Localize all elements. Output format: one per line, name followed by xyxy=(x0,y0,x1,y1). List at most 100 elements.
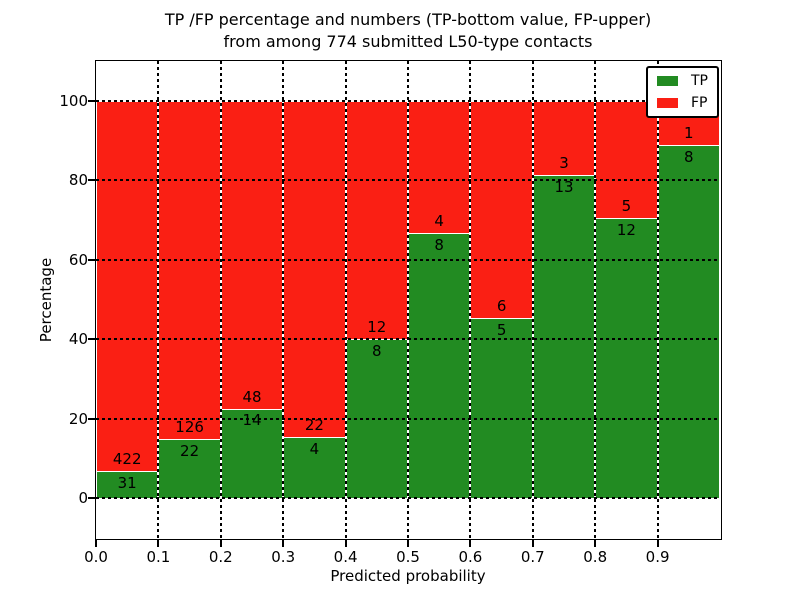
bar-count-label-tp: 12 xyxy=(616,220,636,239)
bar-segment-tp xyxy=(596,217,657,499)
chart-title-line-1: TP /FP percentage and numbers (TP-bottom… xyxy=(164,10,652,29)
bar-group xyxy=(657,100,720,499)
bar-segment-tp xyxy=(284,437,345,499)
y-tick-label: 80 xyxy=(68,171,88,190)
bar-segment-tp xyxy=(533,175,595,499)
legend-swatch xyxy=(657,76,678,86)
y-tick xyxy=(87,179,95,182)
bar-count-label-fp: 22 xyxy=(304,416,324,435)
gridline-horizontal xyxy=(96,497,720,500)
y-tick-label: 100 xyxy=(59,91,88,110)
bar-segment-tp xyxy=(221,408,283,499)
bar-segment-tp xyxy=(97,471,158,499)
x-tick-label: 0.9 xyxy=(645,548,670,566)
chart-title-line-2: from among 774 submitted L50-type contac… xyxy=(223,32,593,51)
y-tick-label: 20 xyxy=(68,409,88,428)
y-tick-label: 40 xyxy=(68,330,88,349)
legend-entry: FP xyxy=(657,96,708,110)
x-tick xyxy=(531,539,534,547)
legend-entry: TP xyxy=(657,74,708,88)
y-tick xyxy=(87,338,95,341)
bar-count-label-tp: 8 xyxy=(684,147,694,166)
bar-group xyxy=(532,100,596,499)
bar-group xyxy=(595,100,658,499)
x-tick xyxy=(656,539,659,547)
bar-count-label-fp: 3 xyxy=(559,154,569,173)
x-tick-label: 0.4 xyxy=(333,548,358,566)
legend-label: TP xyxy=(691,73,708,89)
gridline-horizontal xyxy=(96,179,720,182)
gridline-vertical xyxy=(157,61,160,538)
x-tick xyxy=(344,539,347,547)
gridline-vertical xyxy=(656,61,659,538)
gridline-horizontal xyxy=(96,417,720,420)
bar-count-label-tp: 5 xyxy=(496,320,507,339)
x-tick-label: 0.0 xyxy=(84,548,108,566)
bar-count-label-fp: 5 xyxy=(621,196,632,215)
bar-group xyxy=(283,100,346,499)
gridline-horizontal xyxy=(96,338,720,341)
y-tick xyxy=(87,258,95,261)
gridline-vertical xyxy=(469,61,472,538)
legend: TP FP xyxy=(646,66,719,118)
x-tick-label: 0.1 xyxy=(146,548,171,566)
bar-count-label-fp: 1 xyxy=(684,123,694,142)
bar-group xyxy=(470,100,533,499)
y-tick-label: 60 xyxy=(68,250,88,269)
bar-count-label-fp: 126 xyxy=(175,418,204,437)
x-axis-label: Predicted probability xyxy=(330,567,486,585)
gridline-horizontal xyxy=(96,258,720,261)
gridline-vertical xyxy=(282,61,285,538)
bar-count-label-fp: 4 xyxy=(434,212,444,231)
bar-segment-tp xyxy=(409,233,470,499)
x-tick xyxy=(282,539,285,547)
y-tick xyxy=(87,99,95,102)
x-tick xyxy=(594,539,597,547)
bar-count-label-fp: 48 xyxy=(242,387,262,406)
gridline-vertical xyxy=(344,61,347,538)
bar-count-label-tp: 13 xyxy=(554,178,574,197)
bar-segment-tp xyxy=(658,144,719,499)
legend-swatch xyxy=(657,98,678,108)
bar-segment-tp xyxy=(159,439,220,499)
bar-group xyxy=(408,100,471,499)
bar-count-label-fp: 12 xyxy=(367,318,387,337)
x-tick-label: 0.8 xyxy=(583,548,608,566)
x-tick xyxy=(95,539,97,547)
x-tick-label: 0.2 xyxy=(208,548,233,566)
x-tick-label: 0.7 xyxy=(520,548,545,566)
gridline-vertical xyxy=(594,61,597,538)
x-tick xyxy=(469,539,472,547)
x-tick xyxy=(219,539,222,547)
y-tick xyxy=(87,417,95,420)
x-tick-label: 0.3 xyxy=(271,548,296,566)
x-tick xyxy=(407,539,409,547)
x-tick-label: 0.5 xyxy=(396,548,420,566)
bar-count-label-tp: 14 xyxy=(242,411,262,430)
chart-title: TP /FP percentage and numbers (TP-bottom… xyxy=(96,9,720,53)
bars-layer xyxy=(96,61,720,538)
bar-count-label-tp: 8 xyxy=(434,236,444,255)
bar-count-label-tp: 4 xyxy=(309,440,320,459)
bar-segment-tp xyxy=(471,317,532,499)
y-tick xyxy=(87,497,95,500)
plot-area: 422 31 126 22 48 14 22 4 12 8 4 8 6 5 3 13 5 12 1 8 xyxy=(94,59,722,540)
gridline-horizontal xyxy=(96,99,720,102)
bar-count-labels-layer: 422 31 126 22 48 14 22 4 12 8 4 8 6 5 3 13 5 12 1 8 xyxy=(96,61,720,538)
legend-label: FP xyxy=(691,95,708,111)
bar-count-label-tp: 8 xyxy=(372,342,382,361)
x-tick-label: 0.6 xyxy=(458,548,483,566)
bar-count-label-fp: 6 xyxy=(496,296,507,315)
bar-count-label-tp: 31 xyxy=(117,474,137,493)
bar-group xyxy=(96,100,159,499)
y-tick-label: 0 xyxy=(78,489,88,508)
bar-count-label-fp: 422 xyxy=(112,450,142,469)
gridline-vertical xyxy=(407,61,409,538)
gridline-vertical xyxy=(531,61,534,538)
x-tick xyxy=(157,539,160,547)
grid-layer xyxy=(96,61,720,538)
bar-count-label-tp: 22 xyxy=(180,442,200,461)
gridline-vertical xyxy=(219,61,222,538)
y-axis-label: Percentage xyxy=(37,257,55,343)
